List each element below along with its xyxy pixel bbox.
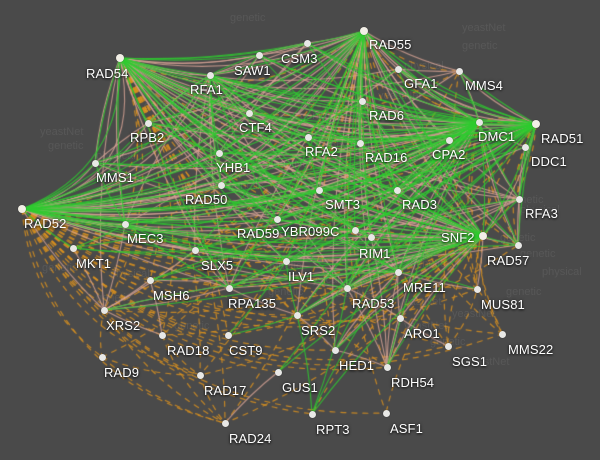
graph-node[interactable]	[445, 136, 453, 144]
graph-node[interactable]	[304, 133, 312, 141]
graph-node[interactable]	[498, 330, 506, 338]
graph-node[interactable]	[158, 331, 166, 339]
graph-node[interactable]	[360, 27, 368, 35]
graph-node[interactable]	[221, 419, 229, 427]
graph-node[interactable]	[274, 368, 282, 376]
graph-node[interactable]	[191, 246, 199, 254]
graph-node[interactable]	[473, 285, 481, 293]
graph-node[interactable]	[245, 109, 253, 117]
graph-node[interactable]	[396, 314, 404, 322]
graph-node[interactable]	[444, 342, 452, 350]
graph-node[interactable]	[394, 268, 402, 276]
graph-node[interactable]	[224, 331, 232, 339]
graph-node[interactable]	[98, 353, 106, 361]
graph-node[interactable]	[18, 205, 26, 213]
graph-node[interactable]	[196, 371, 204, 379]
graph-node[interactable]	[383, 363, 391, 371]
graph-node[interactable]	[303, 39, 311, 47]
graph-node[interactable]	[343, 284, 351, 292]
graph-node[interactable]	[479, 232, 487, 240]
graph-node[interactable]	[273, 215, 281, 223]
graph-node[interactable]	[282, 257, 290, 265]
graph-node[interactable]	[394, 65, 402, 73]
graph-node[interactable]	[293, 311, 301, 319]
graph-node[interactable]	[532, 120, 540, 128]
graph-node[interactable]	[146, 276, 154, 284]
graph-node[interactable]	[215, 149, 223, 157]
graph-node[interactable]	[514, 241, 522, 249]
graph-node[interactable]	[255, 51, 263, 59]
graph-node[interactable]	[515, 195, 523, 203]
graph-node[interactable]	[225, 284, 233, 292]
graph-node[interactable]	[393, 186, 401, 194]
graph-node[interactable]	[382, 409, 390, 417]
graph-node[interactable]	[455, 67, 463, 75]
graph-node[interactable]	[315, 186, 323, 194]
graph-node[interactable]	[121, 220, 129, 228]
graph-node[interactable]	[69, 244, 77, 252]
graph-node[interactable]	[358, 97, 366, 105]
graph-node[interactable]	[144, 119, 152, 127]
graph-node[interactable]	[367, 233, 375, 241]
graph-node[interactable]	[217, 181, 225, 189]
graph-node[interactable]	[356, 139, 364, 147]
graph-node[interactable]	[521, 143, 529, 151]
graph-node[interactable]	[475, 118, 483, 126]
graph-node[interactable]	[100, 306, 108, 314]
graph-node[interactable]	[331, 346, 339, 354]
graph-node[interactable]	[308, 410, 316, 418]
graph-node[interactable]	[116, 54, 124, 62]
graph-node[interactable]	[91, 159, 99, 167]
graph-node[interactable]	[351, 226, 359, 234]
graph-node[interactable]	[206, 71, 214, 79]
